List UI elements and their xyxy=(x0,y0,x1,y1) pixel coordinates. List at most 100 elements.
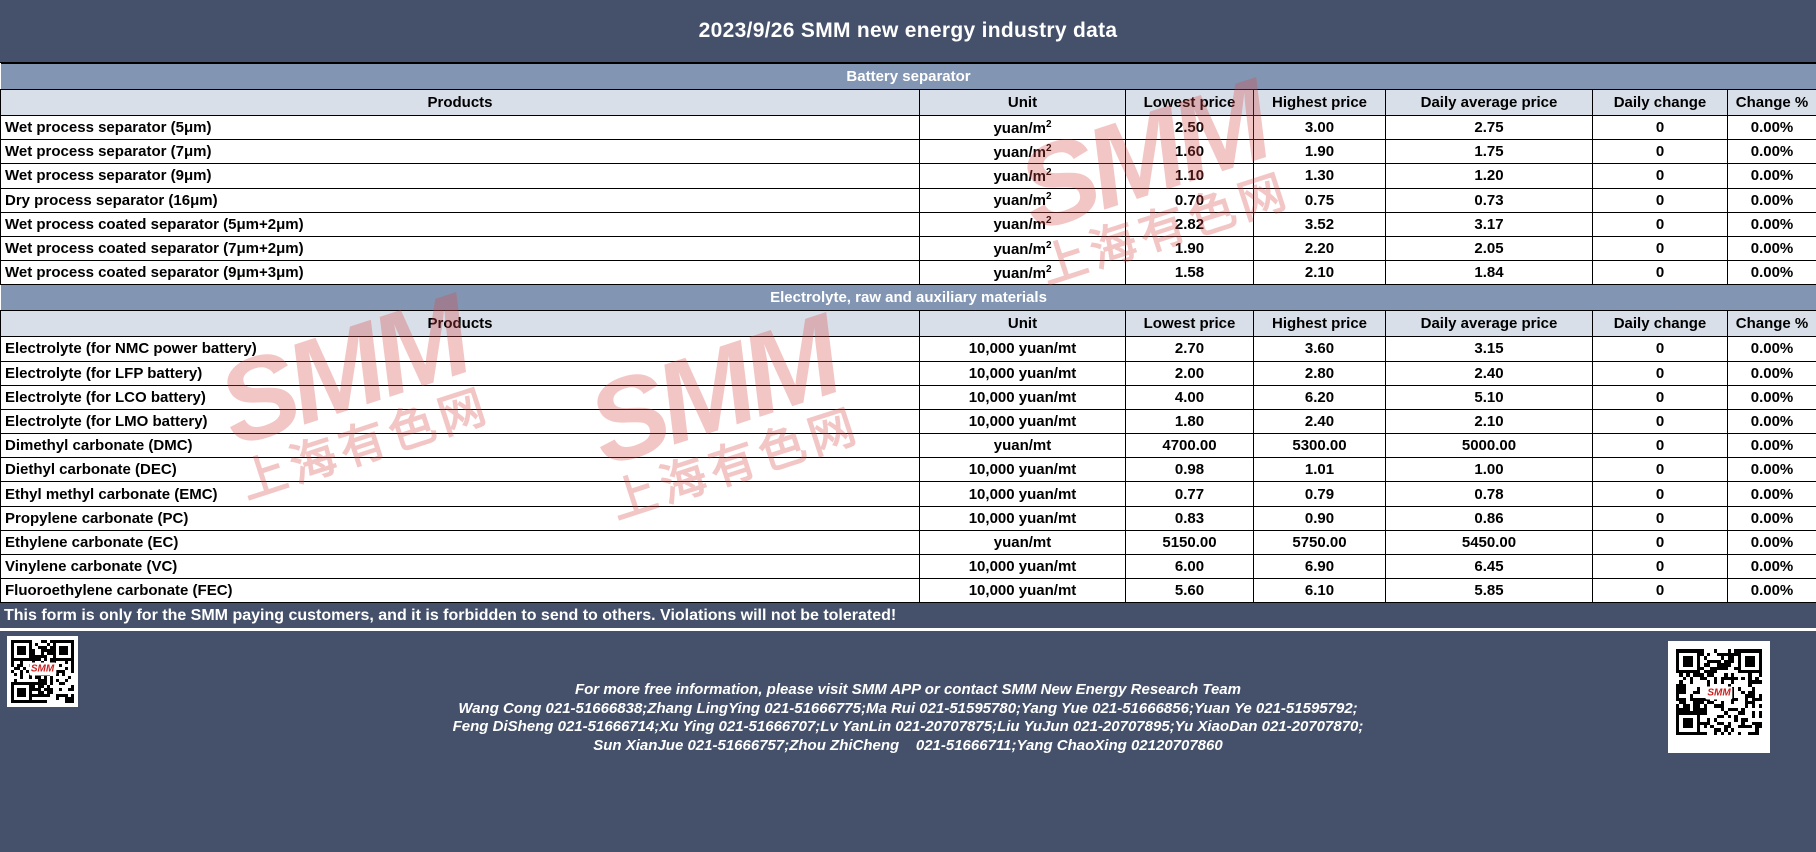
cell-change_pct: 0.00% xyxy=(1728,458,1816,482)
footer-line-4: Sun XianJue 021-51666757;Zhou ZhiCheng 0… xyxy=(0,737,1816,756)
cell-highest: 1.01 xyxy=(1254,458,1386,482)
cell-change: 0 xyxy=(1593,458,1728,482)
cell-avg: 0.86 xyxy=(1386,506,1593,530)
cell-change: 0 xyxy=(1593,361,1728,385)
page-title: 2023/9/26 SMM new energy industry data xyxy=(699,19,1118,43)
cell-product: Wet process separator (5μm) xyxy=(1,116,920,140)
cell-lowest: 0.83 xyxy=(1126,506,1254,530)
cell-change: 0 xyxy=(1593,579,1728,603)
cell-change_pct: 0.00% xyxy=(1728,212,1816,236)
cell-lowest: 1.80 xyxy=(1126,409,1254,433)
cell-lowest: 2.00 xyxy=(1126,361,1254,385)
cell-highest: 1.30 xyxy=(1254,164,1386,188)
cell-avg: 2.40 xyxy=(1386,361,1593,385)
footer-line-1: For more free information, please visit … xyxy=(0,681,1816,700)
cell-avg: 3.15 xyxy=(1386,337,1593,361)
cell-avg: 0.73 xyxy=(1386,188,1593,212)
cell-change_pct: 0.00% xyxy=(1728,409,1816,433)
cell-change: 0 xyxy=(1593,409,1728,433)
cell-change_pct: 0.00% xyxy=(1728,116,1816,140)
cell-change_pct: 0.00% xyxy=(1728,337,1816,361)
cell-change: 0 xyxy=(1593,434,1728,458)
cell-highest: 3.52 xyxy=(1254,212,1386,236)
cell-product: Ethylene carbonate (EC) xyxy=(1,530,920,554)
cell-unit: 10,000 yuan/mt xyxy=(920,385,1126,409)
cell-highest: 2.20 xyxy=(1254,236,1386,260)
cell-change_pct: 0.00% xyxy=(1728,506,1816,530)
cell-product: Electrolyte (for LMO battery) xyxy=(1,409,920,433)
cell-unit: yuan/m2 xyxy=(920,212,1126,236)
column-header: Unit xyxy=(920,90,1126,116)
cell-change: 0 xyxy=(1593,212,1728,236)
cell-unit: 10,000 yuan/mt xyxy=(920,555,1126,579)
notice-text: This form is only for the SMM paying cus… xyxy=(0,607,896,625)
table-row: Electrolyte (for LFP battery)10,000 yuan… xyxy=(1,361,1816,385)
cell-change_pct: 0.00% xyxy=(1728,434,1816,458)
cell-product: Propylene carbonate (PC) xyxy=(1,506,920,530)
cell-change: 0 xyxy=(1593,337,1728,361)
cell-change: 0 xyxy=(1593,261,1728,285)
cell-avg: 0.78 xyxy=(1386,482,1593,506)
table-row: Ethyl methyl carbonate (EMC)10,000 yuan/… xyxy=(1,482,1816,506)
cell-avg: 1.84 xyxy=(1386,261,1593,285)
cell-avg: 1.20 xyxy=(1386,164,1593,188)
cell-lowest: 4.00 xyxy=(1126,385,1254,409)
column-header: Daily average price xyxy=(1386,311,1593,337)
cell-avg: 1.00 xyxy=(1386,458,1593,482)
column-header: Highest price xyxy=(1254,311,1386,337)
cell-lowest: 5150.00 xyxy=(1126,530,1254,554)
cell-change_pct: 0.00% xyxy=(1728,555,1816,579)
cell-highest: 2.80 xyxy=(1254,361,1386,385)
cell-highest: 5750.00 xyxy=(1254,530,1386,554)
cell-avg: 5.10 xyxy=(1386,385,1593,409)
cell-product: Wet process coated separator (5μm+2μm) xyxy=(1,212,920,236)
cell-change_pct: 0.00% xyxy=(1728,140,1816,164)
cell-lowest: 0.98 xyxy=(1126,458,1254,482)
cell-product: Vinylene carbonate (VC) xyxy=(1,555,920,579)
cell-unit: 10,000 yuan/mt xyxy=(920,579,1126,603)
section-header-row: Battery separator xyxy=(1,64,1816,90)
section-title: Battery separator xyxy=(1,64,1816,90)
cell-unit: 10,000 yuan/mt xyxy=(920,482,1126,506)
column-header: Lowest price xyxy=(1126,90,1254,116)
table-row: Electrolyte (for LMO battery)10,000 yuan… xyxy=(1,409,1816,433)
cell-highest: 0.75 xyxy=(1254,188,1386,212)
cell-change_pct: 0.00% xyxy=(1728,261,1816,285)
page: 2023/9/26 SMM new energy industry data B… xyxy=(0,0,1816,828)
column-header: Unit xyxy=(920,311,1126,337)
cell-change: 0 xyxy=(1593,164,1728,188)
cell-product: Wet process separator (7μm) xyxy=(1,140,920,164)
cell-unit: yuan/mt xyxy=(920,434,1126,458)
cell-lowest: 0.77 xyxy=(1126,482,1254,506)
cell-product: Fluoroethylene carbonate (FEC) xyxy=(1,579,920,603)
cell-highest: 3.00 xyxy=(1254,116,1386,140)
cell-unit: yuan/m2 xyxy=(920,261,1126,285)
column-header: Daily change xyxy=(1593,311,1728,337)
footer: SMM SMM For more free information, pleas… xyxy=(0,631,1816,852)
cell-lowest: 1.90 xyxy=(1126,236,1254,260)
cell-highest: 6.10 xyxy=(1254,579,1386,603)
cell-lowest: 2.70 xyxy=(1126,337,1254,361)
cell-change: 0 xyxy=(1593,236,1728,260)
cell-lowest: 2.82 xyxy=(1126,212,1254,236)
cell-change: 0 xyxy=(1593,385,1728,409)
cell-product: Diethyl carbonate (DEC) xyxy=(1,458,920,482)
cell-avg: 2.10 xyxy=(1386,409,1593,433)
cell-avg: 5000.00 xyxy=(1386,434,1593,458)
qr-smm-logo-left: SMM xyxy=(29,663,56,676)
cell-product: Electrolyte (for LCO battery) xyxy=(1,385,920,409)
cell-avg: 5.85 xyxy=(1386,579,1593,603)
cell-unit: 10,000 yuan/mt xyxy=(920,361,1126,385)
cell-highest: 0.90 xyxy=(1254,506,1386,530)
table-row: Wet process coated separator (7μm+2μm)yu… xyxy=(1,236,1816,260)
cell-product: Ethyl methyl carbonate (EMC) xyxy=(1,482,920,506)
